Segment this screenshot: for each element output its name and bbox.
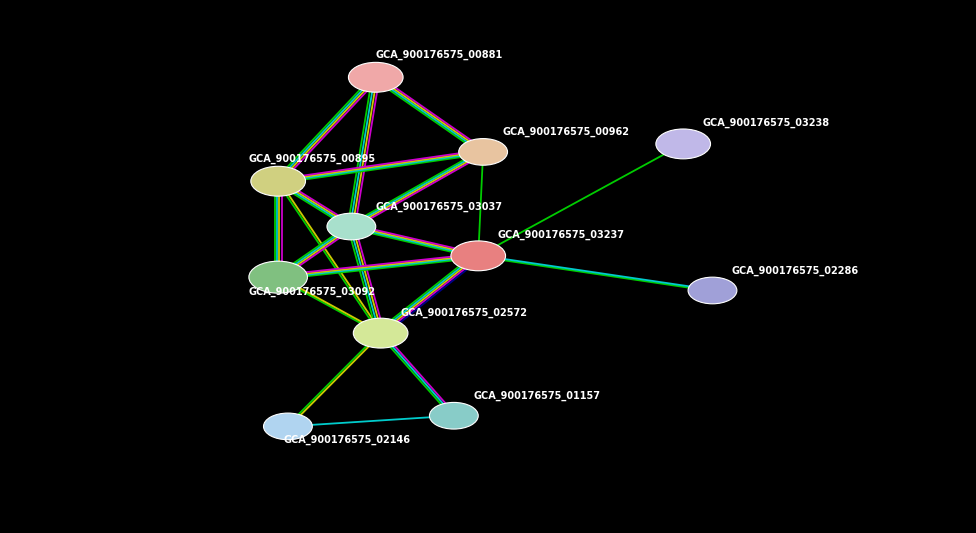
Text: GCA_900176575_03037: GCA_900176575_03037 bbox=[376, 201, 503, 212]
Circle shape bbox=[249, 261, 307, 293]
Circle shape bbox=[348, 62, 403, 92]
Circle shape bbox=[327, 213, 376, 240]
Text: GCA_900176575_00881: GCA_900176575_00881 bbox=[376, 50, 503, 60]
Text: GCA_900176575_03238: GCA_900176575_03238 bbox=[703, 118, 830, 128]
Text: GCA_900176575_03092: GCA_900176575_03092 bbox=[249, 287, 376, 297]
Text: GCA_900176575_02286: GCA_900176575_02286 bbox=[732, 265, 859, 276]
Text: GCA_900176575_00962: GCA_900176575_00962 bbox=[503, 127, 630, 137]
Circle shape bbox=[264, 413, 312, 440]
Text: GCA_900176575_00895: GCA_900176575_00895 bbox=[249, 154, 376, 164]
Text: GCA_900176575_02572: GCA_900176575_02572 bbox=[400, 308, 527, 318]
Text: GCA_900176575_02146: GCA_900176575_02146 bbox=[283, 434, 410, 445]
Circle shape bbox=[251, 166, 305, 196]
Circle shape bbox=[353, 318, 408, 348]
Circle shape bbox=[459, 139, 508, 165]
Circle shape bbox=[688, 277, 737, 304]
Circle shape bbox=[429, 402, 478, 429]
Text: GCA_900176575_01157: GCA_900176575_01157 bbox=[473, 391, 600, 401]
Circle shape bbox=[656, 129, 711, 159]
Circle shape bbox=[451, 241, 506, 271]
Text: GCA_900176575_03237: GCA_900176575_03237 bbox=[498, 230, 625, 240]
